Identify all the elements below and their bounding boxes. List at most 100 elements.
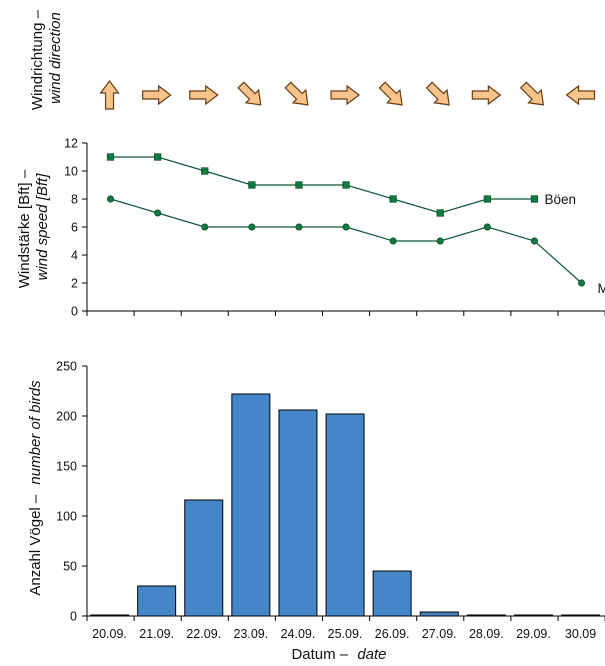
date-tick-label: 23.09. [233,627,268,641]
speed-y-tick-label: 0 [71,305,78,319]
speed-y-tick-label: 10 [64,165,78,179]
bird-count-axis-title: Anzahl Vögel – number of birds [27,380,44,596]
wind-speed-title-de: Windstärke [Bft] – [16,169,33,288]
wind-speed-x-ticks [86,311,605,316]
wind-direction-title-en: wind direction [47,12,64,104]
bird-y-tick-label: 250 [56,360,77,374]
wind-arrow-2809 [471,84,502,106]
speed-y-tick-label: 8 [71,193,78,207]
data-point [530,237,538,245]
bird-count-title-de: Anzahl Vögel – [27,494,44,596]
data-point [483,223,491,231]
arrow-icon [189,84,219,106]
speed-y-tick-label: 12 [64,137,78,151]
date-tick-label: 30.09 [565,627,596,641]
date-axis-title-en: date [357,646,386,663]
bar-2809 [466,614,506,617]
arrow-icon [565,84,596,106]
bar-3009 [561,614,601,617]
wind-speed-panel: Windstärke [Bft] – wind speed [Bft] 0 2 4 6… [16,137,605,319]
data-point [342,181,350,189]
data-point [389,237,397,245]
wind-arrow-2409 [284,81,309,106]
date-tick-label: 26.09. [375,627,410,641]
wind-arrow-2909 [519,81,545,106]
bird-y-tick-label: 50 [63,560,77,574]
wind-direction-axis-title: Windrichtung – wind direction [29,6,64,110]
bar-2509 [325,413,365,617]
wind-arrow-2109 [142,84,172,106]
arrow-icon [330,84,361,106]
data-point [106,153,115,161]
wind-direction-panel: Windrichtung – wind direction [29,6,596,110]
data-point [530,195,539,203]
series-line [110,156,535,214]
series-ben: Böen [106,153,576,217]
arrow-icon [237,81,262,106]
speed-y-tick-label: 4 [71,249,78,263]
wind-arrow-2709 [425,81,450,106]
date-tick-label: 20.09. [92,627,127,641]
wind-speed-axis-title: Windstärke [Bft] – wind speed [Bft] [16,166,51,289]
arrow-icon [378,81,403,106]
wind-speed-series: Böen Mittel [106,153,605,296]
arrow-icon [425,81,450,106]
data-point [295,223,303,231]
bar-2409 [278,409,318,617]
series-mittel: Mittel [107,195,605,296]
bird-y-tick-label: 200 [56,410,77,424]
bird-count-panel: Anzahl Vögel – number of birds 0 50 100 150… [27,360,605,663]
series-line [110,198,582,284]
wind-arrow-2309 [237,81,262,106]
bird-y-tick-label: 100 [56,510,77,524]
data-point [248,223,256,231]
bird-y-tick-label: 150 [56,460,77,474]
date-axis-title-de: Datum – [291,646,348,663]
speed-y-tick-label: 2 [71,277,78,291]
date-tick-label: 25.09. [328,627,363,641]
wind-arrow-3009 [565,84,596,106]
data-point [248,181,256,189]
wind-arrow-2209 [189,84,219,106]
arrow-icon [471,84,502,106]
arrow-icon [519,81,545,106]
arrow-icon [284,81,309,106]
bar-2109 [137,585,177,617]
data-point [201,167,209,175]
date-tick-label: 28.09. [469,627,504,641]
bar-2209 [184,499,224,617]
date-tick-label: 24.09. [281,627,316,641]
wind-arrow-2509 [330,84,361,106]
bird-count-y-ticks: 0 50 100 150 200 250 [56,360,87,624]
speed-y-tick-label: 6 [71,221,78,235]
data-point [295,181,303,189]
data-point [578,279,586,287]
date-tick-label: 22.09. [186,627,221,641]
wind-arrow-2609 [378,81,403,106]
arrow-icon [99,80,120,110]
wind-speed-y-ticks: 0 2 4 6 8 10 12 [64,137,87,319]
wind-speed-title-en: wind speed [Bft] [34,173,51,281]
bar-2909 [513,614,553,617]
series-label: Mittel [598,281,605,296]
data-point [483,195,491,203]
date-tick-label: 29.09. [516,627,551,641]
series-label: Böen [544,192,576,207]
data-point [154,209,162,217]
wind-direction-arrows [99,80,596,110]
data-point [154,153,162,161]
wind-direction-title-de: Windrichtung – [29,9,46,110]
date-tick-label: 21.09. [139,627,174,641]
bird-count-x-ticks: 20.09. 21.09. 22.09. 23.09. 24.09. 25.09. 26.0… [86,616,605,641]
bar-2309 [231,393,271,617]
data-point [342,223,350,231]
arrow-icon [142,84,172,106]
bird-y-tick-label: 0 [70,610,77,624]
bar-2009 [90,614,130,617]
bar-2709 [419,611,459,617]
bird-count-bars [90,393,601,617]
data-point [436,237,444,245]
data-point [107,195,115,203]
data-point [389,195,397,203]
